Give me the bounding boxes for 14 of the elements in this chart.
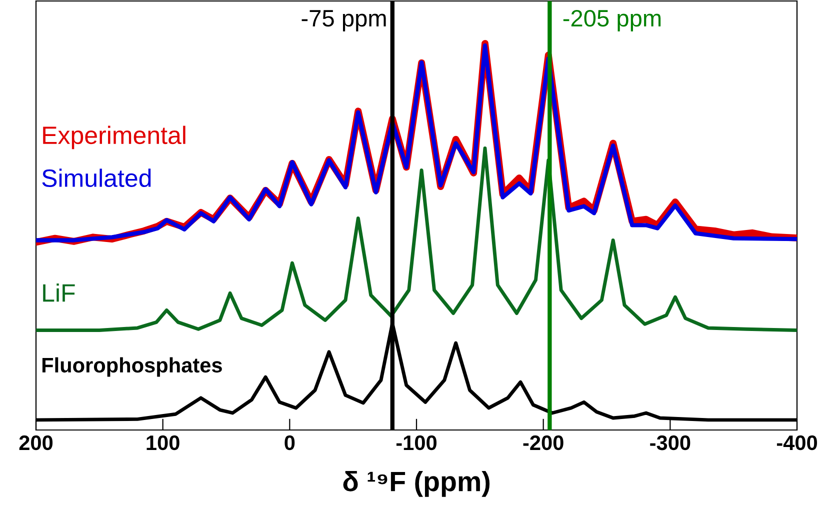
series-label: Simulated <box>42 168 151 188</box>
ref-line-label: -205 ppm <box>563 10 661 32</box>
x-tick-label: -400 <box>776 435 817 450</box>
series-label: LiF <box>43 283 75 302</box>
text: Experimental <box>43 126 186 150</box>
x-axis-title: δ ¹⁹F (ppm) <box>343 470 490 497</box>
x-tick-label: -100 <box>396 435 436 450</box>
ref-line-label: -75 ppm <box>302 10 386 32</box>
x-tick-label: -200 <box>523 435 564 450</box>
x-tick-label: 100 <box>146 435 180 450</box>
series-label: Fluorophosphates <box>42 357 222 377</box>
x-tick-label: 0 <box>284 435 295 450</box>
x-tick-label: 200 <box>19 435 53 450</box>
x-tick-label: -300 <box>650 435 690 450</box>
